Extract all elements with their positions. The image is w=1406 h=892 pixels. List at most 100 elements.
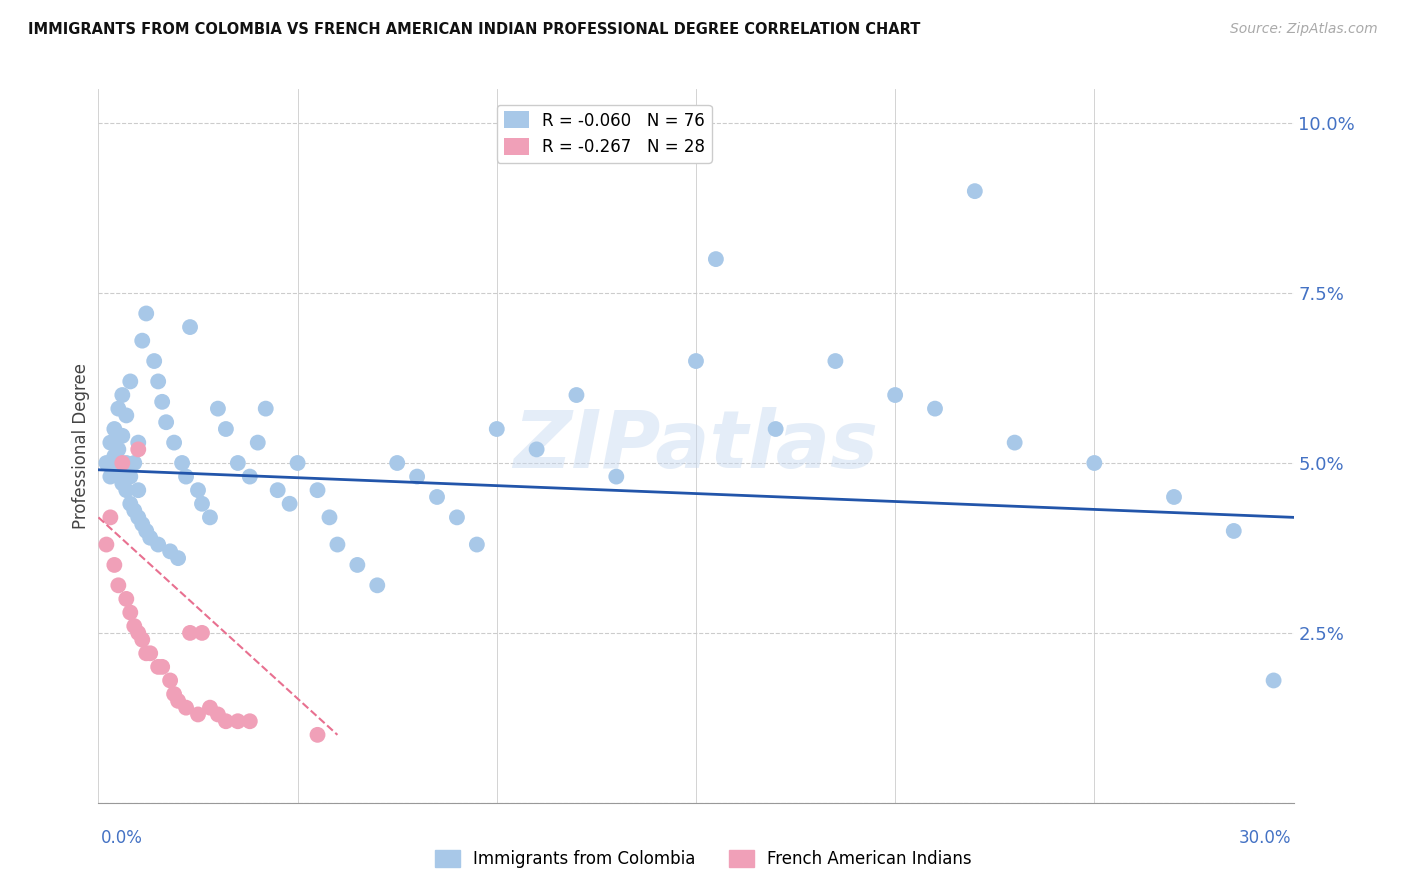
Point [100,510,122,524]
Point [824,354,846,368]
Point [1004,435,1026,450]
Point [179,626,201,640]
Y-axis label: Professional Degree: Professional Degree [72,363,90,529]
Point [565,388,588,402]
Point [131,517,153,532]
Legend: R = -0.060   N = 76, R = -0.267   N = 28: R = -0.060 N = 76, R = -0.267 N = 28 [496,104,711,162]
Point [148,375,170,389]
Point [107,578,129,592]
Point [326,537,349,551]
Point [426,490,449,504]
Point [239,469,262,483]
Point [187,707,209,722]
Point [100,469,122,483]
Point [115,591,138,606]
Point [127,442,149,457]
Point [96,456,118,470]
Point [155,415,177,429]
Point [139,531,162,545]
Point [96,537,118,551]
Point [107,463,129,477]
Text: 0.0%: 0.0% [101,829,143,847]
Point [131,632,153,647]
Point [124,503,146,517]
Point [226,456,249,470]
Point [287,456,309,470]
Point [167,551,190,566]
Point [135,306,157,320]
Point [159,544,181,558]
Point [135,646,157,660]
Point [163,687,186,701]
Point [191,626,214,640]
Point [924,401,946,416]
Point [120,469,142,483]
Point [307,728,329,742]
Point [111,388,134,402]
Point [704,252,727,266]
Point [1163,490,1185,504]
Point [150,394,173,409]
Point [120,606,142,620]
Point [120,375,142,389]
Point [346,558,368,572]
Point [605,469,627,483]
Point [1083,456,1105,470]
Point [174,700,197,714]
Point [207,707,229,722]
Point [685,354,707,368]
Point [163,435,186,450]
Text: ZIPatlas: ZIPatlas [513,407,879,485]
Point [124,456,146,470]
Point [254,401,277,416]
Point [174,469,197,483]
Point [198,510,221,524]
Point [191,497,214,511]
Point [150,660,173,674]
Point [139,646,162,660]
Point [884,388,907,402]
Point [1263,673,1285,688]
Point [465,537,488,551]
Point [366,578,388,592]
Point [765,422,787,436]
Point [159,673,181,688]
Point [135,524,157,538]
Point [485,422,508,436]
Point [103,558,125,572]
Point [120,497,142,511]
Point [526,442,548,457]
Point [179,320,201,334]
Point [115,483,138,498]
Point [318,510,340,524]
Point [107,442,129,457]
Point [246,435,269,450]
Point [307,483,329,498]
Point [198,700,221,714]
Text: IMMIGRANTS FROM COLOMBIA VS FRENCH AMERICAN INDIAN PROFESSIONAL DEGREE CORRELATI: IMMIGRANTS FROM COLOMBIA VS FRENCH AMERI… [28,22,921,37]
Point [103,449,125,463]
Point [127,626,149,640]
Point [127,435,149,450]
Point [148,537,170,551]
Point [385,456,409,470]
Point [267,483,290,498]
Point [207,401,229,416]
Point [1222,524,1246,538]
Point [143,354,166,368]
Point [215,714,238,729]
Point [446,510,468,524]
Point [187,483,209,498]
Point [124,619,146,633]
Point [115,409,138,423]
Point [127,510,149,524]
Point [148,660,170,674]
Point [239,714,262,729]
Point [963,184,986,198]
Text: 30.0%: 30.0% [1239,829,1291,847]
Point [167,694,190,708]
Point [127,483,149,498]
Point [115,456,138,470]
Text: Source: ZipAtlas.com: Source: ZipAtlas.com [1230,22,1378,37]
Point [131,334,153,348]
